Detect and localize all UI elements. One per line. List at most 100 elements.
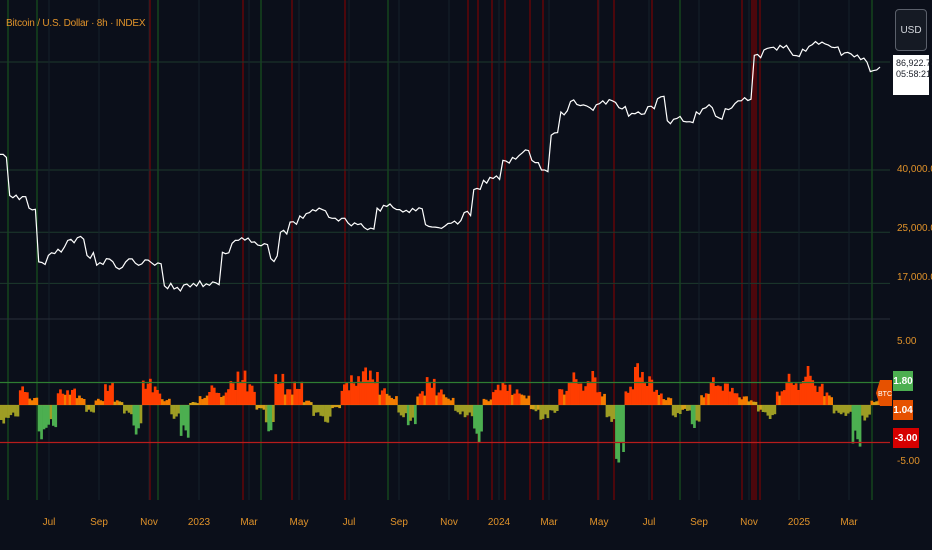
oscillator-bar — [714, 386, 718, 405]
oscillator-bar — [794, 383, 798, 405]
oscillator-bar — [704, 393, 708, 405]
time-axis-tick: Jul — [642, 517, 656, 528]
oscillator-bar — [257, 405, 261, 409]
oscillator-bar — [721, 390, 725, 405]
oscillator-bar — [4, 405, 8, 418]
oscillator-bar — [163, 401, 166, 405]
oscillator-bar — [551, 405, 554, 411]
time-axis-tick: May — [289, 517, 309, 528]
last-price-value: 86,922.74 — [896, 58, 932, 68]
oscillator-bar — [189, 403, 192, 405]
price-axis-tick: 17,000.00 — [897, 272, 932, 283]
oscillator-bar — [719, 386, 722, 405]
oscillator-bar — [28, 398, 32, 405]
oscillator-bar — [35, 397, 39, 405]
oscillator-bar — [118, 401, 121, 405]
oscillator-bar — [215, 392, 218, 405]
oscillator-bar — [49, 405, 53, 420]
oscillator-bar — [842, 405, 845, 413]
oscillator-bar — [600, 396, 604, 405]
oscillator-bar — [61, 393, 65, 405]
oscillator-bar — [546, 405, 550, 419]
oscillator-bar — [678, 405, 682, 414]
oscillator-bar — [231, 383, 235, 405]
oscillator-bar — [139, 405, 143, 424]
oscillator-bar — [662, 399, 666, 405]
oscillator-bar — [253, 391, 256, 405]
oscillator-bar — [775, 391, 779, 405]
oscillator-bar — [40, 405, 43, 440]
oscillator-bar — [525, 398, 528, 405]
oscillator-bar — [224, 392, 228, 405]
oscillator-bar — [283, 394, 287, 405]
oscillator-bar — [695, 405, 699, 421]
oscillator-bar — [345, 382, 349, 405]
oscillator-bar — [676, 405, 680, 414]
oscillator-bar — [293, 381, 296, 405]
oscillator-bar — [307, 400, 311, 405]
oscillator-bar — [820, 383, 824, 405]
oscillator-bar — [326, 405, 330, 423]
time-axis-tick: Mar — [540, 517, 558, 528]
oscillator-bar — [104, 384, 107, 405]
oscillator-bar — [754, 401, 758, 405]
oscillator-bar — [246, 391, 249, 405]
oscillator-bar — [179, 405, 183, 436]
oscillator-bar — [416, 396, 419, 405]
oscillator-bar — [435, 395, 438, 405]
oscillator-bar — [496, 384, 500, 405]
oscillator-bar — [797, 390, 800, 405]
oscillator-bar — [681, 405, 684, 410]
oscillator-bar — [146, 383, 150, 405]
oscillator-bar — [177, 405, 181, 414]
oscillator-bar — [605, 405, 609, 418]
oscillator-bar — [440, 389, 443, 405]
oscillator-bar — [14, 405, 17, 417]
oscillator-bar — [388, 395, 391, 405]
oscillator-bar — [825, 392, 829, 405]
oscillator-bar — [641, 372, 644, 405]
oscillator-bar — [837, 405, 841, 413]
oscillator-bar — [593, 377, 597, 405]
series-tag-label: BTC — [878, 391, 892, 398]
last-price-tag: 86,922.74 05:58:21 — [893, 55, 932, 95]
oscillator-bar — [508, 384, 512, 405]
oscillator-bar — [160, 399, 164, 405]
oscillator-bar — [522, 395, 526, 405]
oscillator-bar — [9, 405, 13, 416]
oscillator-bar — [335, 405, 339, 408]
oscillator-bar — [527, 395, 531, 405]
oscillator-bar — [835, 405, 838, 411]
oscillator-bar — [134, 405, 138, 435]
oscillator-bar — [414, 405, 417, 425]
oscillator-bar — [295, 388, 299, 405]
lower-level-badge: -3.00 — [893, 428, 919, 448]
oscillator-bar — [108, 385, 112, 405]
oscillator-bar — [260, 405, 263, 409]
oscillator-bar — [151, 392, 155, 405]
oscillator-bar — [619, 405, 623, 443]
oscillator-bar — [399, 405, 403, 416]
oscillator-bar — [395, 396, 398, 405]
oscillator-bar — [350, 375, 353, 405]
oscillator-bar — [700, 395, 703, 405]
oscillator-bar — [222, 395, 226, 405]
time-axis-tick: Mar — [840, 517, 858, 528]
oscillator-bar — [418, 393, 422, 405]
bar-countdown: 05:58:21 — [896, 69, 932, 79]
currency-button[interactable]: USD — [895, 9, 927, 51]
oscillator-bar — [272, 405, 275, 422]
oscillator-bar — [16, 405, 20, 417]
oscillator-bar — [667, 397, 670, 405]
oscillator-bar — [553, 405, 557, 413]
oscillator-bar — [37, 405, 41, 432]
oscillator-bar — [85, 405, 88, 412]
vertical-signal-bands — [7, 0, 873, 500]
oscillator-bar — [255, 405, 259, 410]
oscillator-bar — [281, 373, 285, 405]
oscillator-bar — [371, 379, 375, 405]
oscillator-bar — [643, 383, 647, 405]
oscillator-bar — [652, 391, 656, 405]
